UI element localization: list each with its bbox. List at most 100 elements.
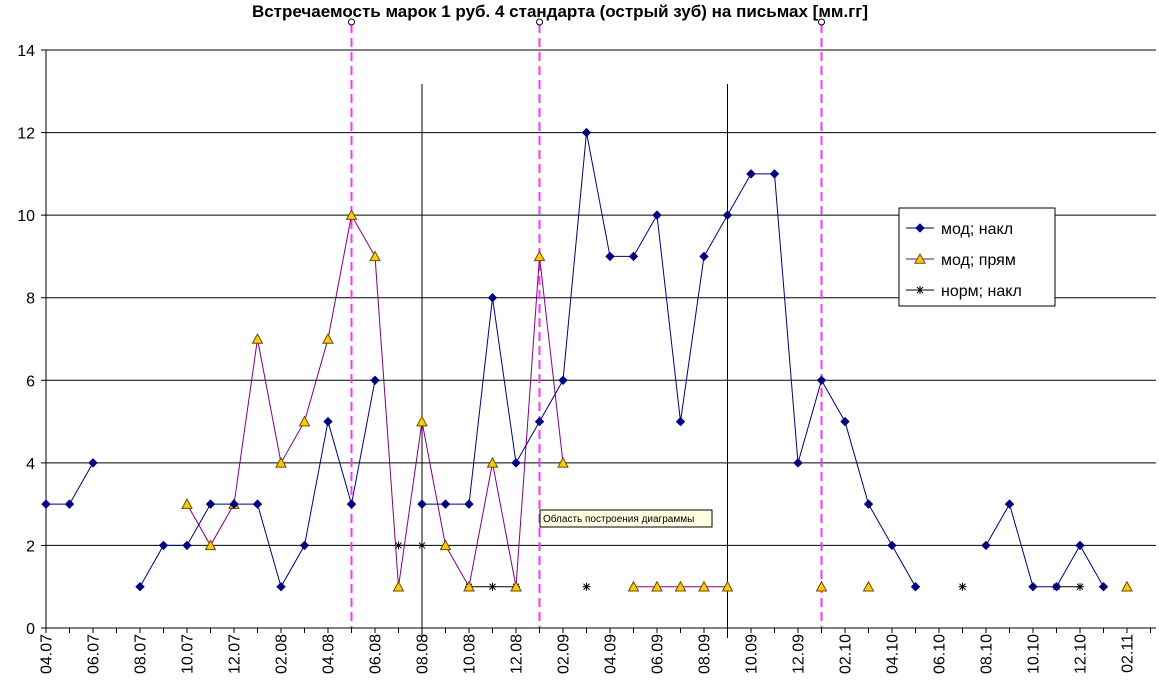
data-point — [463, 580, 475, 592]
tooltip: Область построения диаграммы — [539, 509, 713, 528]
data-point — [746, 169, 756, 179]
data-point — [346, 499, 357, 509]
data-point — [557, 456, 569, 468]
data-point — [204, 539, 217, 551]
x-tick-label: 06.10 — [932, 634, 949, 674]
y-tick-label: 4 — [26, 456, 35, 473]
data-point — [88, 458, 98, 468]
data-point — [229, 499, 239, 509]
data-point — [981, 540, 991, 551]
series-2 — [181, 209, 1133, 592]
x-tick-label: 06.08 — [368, 634, 385, 674]
data-point — [1051, 582, 1062, 592]
legend-label: мод; прям — [941, 252, 1016, 269]
data-point — [417, 499, 427, 509]
data-point — [605, 251, 615, 262]
data-point — [511, 458, 521, 468]
data-point — [488, 582, 497, 591]
data-point — [914, 252, 926, 264]
series-1 — [41, 127, 1109, 592]
data-point — [298, 415, 311, 427]
x-tick-label: 08.07 — [133, 634, 150, 674]
x-tick-label: 06.09 — [650, 634, 667, 674]
data-point — [674, 580, 687, 592]
data-point — [1076, 582, 1084, 591]
data-point — [793, 458, 803, 468]
series-line — [985, 502, 1104, 588]
data-point — [418, 541, 426, 550]
x-tick-label: 02.10 — [838, 634, 855, 674]
axes — [45, 50, 1156, 629]
x-tick-label: 10.10 — [1026, 634, 1043, 674]
data-point — [464, 499, 474, 509]
y-tick-label: 6 — [26, 373, 35, 390]
marker-lines — [348, 18, 825, 638]
gridlines — [46, 49, 1156, 546]
data-point — [816, 375, 827, 385]
y-tick-label: 2 — [26, 538, 35, 555]
x-tick-label: 10.09 — [744, 634, 761, 674]
x-tick-label: 08.09 — [697, 634, 714, 674]
data-point — [628, 251, 639, 262]
legend-label: мод; накл — [941, 221, 1013, 238]
x-tick-label: 02.11 — [1120, 634, 1137, 673]
data-point — [299, 540, 310, 551]
data-point — [252, 499, 263, 509]
data-point — [510, 580, 522, 592]
x-tick-label: 12.09 — [791, 634, 808, 674]
data-point — [370, 375, 380, 385]
data-point — [392, 580, 405, 592]
data-point — [1098, 582, 1109, 592]
x-tick-label: 10.07 — [180, 634, 197, 674]
x-tick-label: 08.08 — [415, 634, 432, 674]
plot-area[interactable] — [46, 50, 1156, 628]
x-tick-label: 12.10 — [1073, 634, 1090, 674]
data-point — [251, 332, 264, 344]
y-tick-label: 12 — [17, 126, 35, 143]
data-point — [205, 499, 216, 509]
x-tick-label: 04.07 — [39, 634, 56, 674]
data-point — [439, 539, 452, 551]
x-axis-ticks: 04.07 06.07 08.07 10.07 12.07 02.08 04.08 06.08… — [39, 628, 1151, 674]
y-tick-label: 8 — [26, 291, 35, 308]
data-point — [558, 375, 568, 385]
y-tick-label: 14 — [17, 43, 35, 60]
data-point — [699, 251, 709, 262]
data-point — [698, 580, 710, 592]
data-point — [840, 416, 850, 427]
data-point — [487, 293, 498, 303]
data-point — [323, 416, 333, 427]
data-point — [533, 250, 546, 262]
data-point — [345, 209, 358, 220]
chart-title: Встречаемость марок 1 руб. 4 стандарта (… — [252, 2, 868, 21]
legend-label: норм; накл — [941, 283, 1022, 300]
x-tick-label: 06.07 — [86, 634, 103, 674]
legend-item: мод; прям — [906, 252, 1016, 269]
data-point — [915, 223, 925, 233]
y-tick-label: 0 — [26, 621, 35, 638]
data-point — [1028, 582, 1038, 592]
data-point — [651, 580, 663, 592]
y-tick-label: 10 — [17, 208, 35, 225]
data-point — [916, 286, 924, 294]
data-point — [581, 127, 592, 138]
data-point — [181, 498, 193, 509]
data-point — [769, 169, 780, 179]
data-point — [627, 580, 640, 592]
y-axis-ticks: 0 2 4 6 8 10 12 14 — [17, 43, 46, 638]
x-tick-label: 02.09 — [556, 634, 573, 674]
x-tick-label: 04.10 — [885, 634, 902, 674]
data-point — [182, 540, 192, 551]
dashed-marker-handle — [536, 18, 543, 26]
data-point — [275, 456, 287, 468]
data-point — [1004, 499, 1015, 509]
x-tick-label: 10.08 — [462, 634, 479, 674]
data-point — [369, 250, 381, 262]
data-point — [721, 580, 734, 592]
data-point — [322, 332, 334, 344]
x-tick-label: 02.08 — [274, 634, 291, 674]
x-tick-label: 04.08 — [321, 634, 338, 674]
data-point — [64, 499, 75, 509]
data-point — [582, 582, 591, 591]
